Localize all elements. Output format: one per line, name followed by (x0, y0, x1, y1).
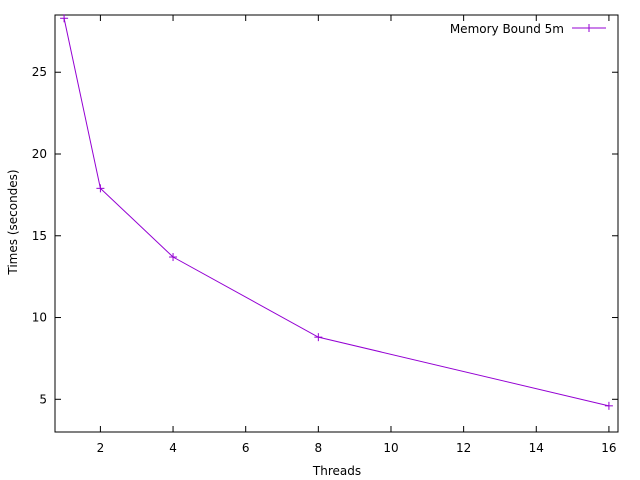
x-tick-label: 6 (242, 441, 250, 455)
series-line-0 (63, 18, 610, 407)
plot-frame (54, 14, 619, 433)
x-tick-label: 2 (97, 441, 105, 455)
x-tick-label: 4 (169, 441, 177, 455)
data-point-marker (60, 14, 69, 23)
data-point-marker (604, 401, 613, 410)
y-tick-label: 25 (32, 65, 47, 79)
data-point-marker (169, 253, 178, 262)
y-axis-title: Times (secondes) (6, 169, 20, 275)
y-tick-label: 5 (39, 392, 47, 406)
legend-plus-marker (585, 24, 593, 32)
legend-label-memory-bound: Memory Bound 5m (450, 22, 564, 36)
x-tick-label: 16 (601, 441, 616, 455)
x-tick-label: 12 (456, 441, 471, 455)
x-tick-label: 14 (529, 441, 544, 455)
legend: Memory Bound 5m (450, 22, 606, 36)
data-point-marker (96, 184, 105, 193)
data-point-marker (314, 333, 323, 342)
axes: 2 4 6 8 10 12 14 16 5 10 15 20 25 (32, 14, 619, 455)
x-axis-title: Threads (312, 464, 361, 478)
x-tick-label: 10 (383, 441, 398, 455)
x-tick-label: 8 (315, 441, 323, 455)
y-tick-label: 15 (32, 229, 47, 243)
legend-marker-plus (585, 24, 593, 32)
y-tick-label: 20 (32, 147, 47, 161)
y-tick-label: 10 (32, 311, 47, 325)
series-layer (60, 14, 613, 410)
